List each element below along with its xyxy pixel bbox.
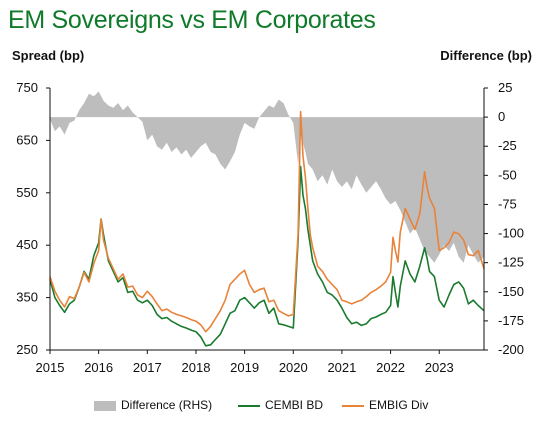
right-tick-label: -100	[498, 226, 524, 241]
right-tick-label: -150	[498, 284, 524, 299]
right-tick-label: -200	[498, 342, 524, 357]
legend: Difference (RHS) CEMBI BD EMBIG Div	[0, 398, 546, 416]
right-tick-label: -75	[498, 196, 517, 211]
right-tick-label: -125	[498, 255, 524, 270]
x-tick-label: 2017	[133, 360, 162, 375]
legend-item-cembi: CEMBI BD	[238, 398, 323, 412]
x-tick-label: 2022	[376, 360, 405, 375]
left-tick-label: 350	[16, 290, 38, 305]
left-tick-label: 250	[16, 342, 38, 357]
legend-label-embig: EMBIG Div	[369, 398, 429, 412]
right-tick-label: -25	[498, 138, 517, 153]
left-tick-label: 550	[16, 185, 38, 200]
legend-item-embig: EMBIG Div	[342, 398, 428, 412]
legend-swatch-cembi	[238, 404, 260, 407]
left-axis-title: Spread (bp)	[12, 48, 85, 63]
x-tick-label: 2016	[84, 360, 113, 375]
series-cembi-line	[49, 165, 485, 347]
x-tick-label: 2021	[327, 360, 356, 375]
right-tick-label: 0	[498, 109, 505, 124]
x-tick-label: 2020	[279, 360, 308, 375]
x-tick-label: 2019	[230, 360, 259, 375]
right-tick-label: -175	[498, 313, 524, 328]
right-tick-label: -50	[498, 167, 517, 182]
legend-label-difference: Difference (RHS)	[121, 398, 213, 412]
x-tick-label: 2018	[182, 360, 211, 375]
right-axis-title: Difference (bp)	[440, 48, 532, 63]
legend-item-difference: Difference (RHS)	[94, 398, 212, 412]
series-difference-area	[50, 91, 484, 263]
series-embig-line	[49, 110, 485, 333]
chart-title: EM Sovereigns vs EM Corporates	[8, 6, 376, 34]
left-tick-label: 450	[16, 237, 38, 252]
legend-label-cembi: CEMBI BD	[265, 398, 324, 412]
left-tick-label: 750	[16, 80, 38, 95]
right-tick-label: 25	[498, 80, 512, 95]
x-tick-label: 2023	[425, 360, 454, 375]
left-tick-label: 650	[16, 132, 38, 147]
legend-swatch-difference	[94, 400, 116, 411]
x-tick-label: 2015	[36, 360, 65, 375]
legend-swatch-embig	[342, 404, 364, 407]
